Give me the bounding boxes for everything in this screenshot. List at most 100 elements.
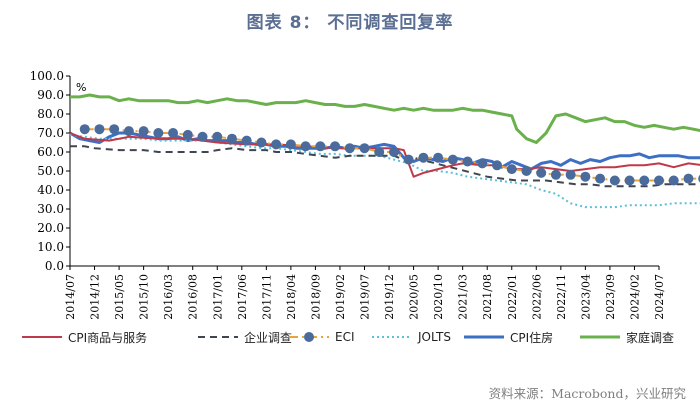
x-tick-label: 2017/06	[236, 274, 249, 320]
legend-item-5: 家庭调查	[578, 326, 674, 348]
x-tick-label: 2018/09	[309, 274, 322, 320]
x-tick-label: 2019/07	[359, 274, 372, 320]
eci-point	[639, 175, 650, 186]
y-tick-label: 70.0	[37, 126, 64, 140]
x-tick-label: 2019/12	[383, 274, 396, 320]
x-tick-label: 2024/02	[628, 274, 641, 320]
eci-point	[624, 175, 635, 186]
x-tick-label: 2023/04	[579, 274, 592, 320]
legend-swatch	[580, 335, 620, 339]
x-tick-label: 2022/06	[530, 274, 543, 320]
legend-label: CPI住房	[510, 330, 554, 345]
eci-point	[506, 164, 517, 175]
y-tick-label: 100.0	[30, 69, 64, 83]
y-tick-label: 20.0	[37, 221, 64, 235]
eci-point	[447, 154, 458, 165]
eci-point	[536, 167, 547, 178]
x-tick-label: 2017/11	[260, 274, 273, 320]
x-tick-label: 2015/10	[138, 274, 151, 320]
x-tick-label: 2014/07	[64, 274, 77, 320]
x-tick-label: 2020/05	[408, 274, 421, 320]
eci-point	[241, 135, 252, 146]
eci-point	[418, 152, 429, 163]
eci-point	[374, 147, 385, 157]
x-tick-label: 2022/01	[506, 274, 519, 320]
x-tick-label: 2023/09	[604, 274, 617, 320]
eci-point	[315, 141, 326, 152]
eci-point	[654, 175, 664, 186]
source-note: 资料来源：Macrobond，兴业研究	[488, 386, 686, 401]
legend-swatch	[464, 335, 504, 339]
chart-legend: CPI商品与服务 企业调查 ECI JOLTS CPI住房 家庭调查	[0, 326, 700, 348]
eci-point	[182, 129, 193, 140]
x-tick-label: 2021/03	[457, 274, 470, 320]
y-unit-label: %	[76, 81, 86, 94]
eci-point	[138, 126, 149, 137]
y-tick-label: 80.0	[37, 107, 64, 121]
x-tick-label: 2022/11	[555, 274, 568, 320]
eci-point	[462, 156, 473, 167]
y-tick-label: 50.0	[37, 164, 64, 178]
eci-point	[565, 169, 576, 180]
eci-point	[330, 141, 341, 152]
eci-point	[168, 128, 179, 138]
eci-point	[79, 124, 90, 135]
eci-point	[433, 152, 444, 163]
x-tick-label: 2019/02	[334, 274, 347, 320]
eci-point	[492, 160, 503, 171]
eci-point	[271, 139, 282, 150]
eci-point	[94, 124, 105, 135]
eci-point	[550, 169, 561, 180]
y-tick-label: 90.0	[37, 88, 64, 102]
eci-point	[388, 147, 399, 157]
legend-item-1: 企业调查	[196, 326, 292, 348]
eci-point	[580, 171, 591, 182]
eci-point	[595, 173, 606, 184]
y-tick-label: 30.0	[37, 202, 64, 216]
legend-label: CPI商品与服务	[68, 330, 148, 345]
eci-point	[212, 131, 223, 142]
legend-item-2: ECI	[287, 326, 355, 348]
legend-label: JOLTS	[418, 330, 451, 344]
y-tick-label: 10.0	[37, 240, 64, 254]
x-tick-label: 2016/08	[187, 274, 200, 320]
eci-point	[344, 143, 355, 154]
x-tick-label: 2015/05	[113, 274, 126, 320]
series-line-4	[69, 131, 700, 171]
series-line-0	[69, 132, 700, 178]
eci-point	[123, 126, 134, 137]
series-line-3	[69, 133, 700, 209]
eci-point	[285, 139, 296, 150]
eci-point	[609, 175, 620, 186]
x-tick-label: 2016/03	[162, 274, 175, 320]
y-tick-label: 60.0	[37, 145, 64, 159]
legend-item-0: CPI商品与服务	[20, 326, 147, 348]
eci-point	[521, 166, 532, 176]
y-tick-label: 0.0	[45, 259, 64, 273]
eci-point	[359, 143, 370, 154]
legend-item-3: JOLTS	[370, 326, 451, 348]
eci-point	[683, 173, 694, 184]
x-tick-label: 2024/07	[653, 274, 666, 320]
eci-point	[226, 133, 237, 144]
eci-point	[153, 128, 164, 138]
legend-label: 家庭调查	[626, 330, 675, 345]
eci-point	[477, 158, 488, 169]
series-line-5	[70, 93, 700, 144]
eci-point	[668, 175, 679, 186]
x-tick-label: 2018/04	[285, 274, 298, 320]
eci-point	[256, 137, 267, 148]
legend-item-4: CPI住房	[462, 326, 553, 348]
x-tick-label: 2014/12	[89, 274, 102, 320]
chart-title: 图表 8： 不同调查回复率	[246, 13, 454, 33]
eci-point	[197, 131, 208, 142]
legend-label: 企业调查	[244, 330, 293, 345]
x-tick-label: 2020/10	[432, 274, 445, 320]
legend-swatch	[289, 332, 329, 342]
eci-point	[403, 154, 414, 165]
eci-point	[300, 141, 311, 152]
legend-swatch	[372, 336, 412, 338]
legend-label: ECI	[335, 330, 355, 344]
x-tick-label: 2017/01	[211, 274, 224, 320]
